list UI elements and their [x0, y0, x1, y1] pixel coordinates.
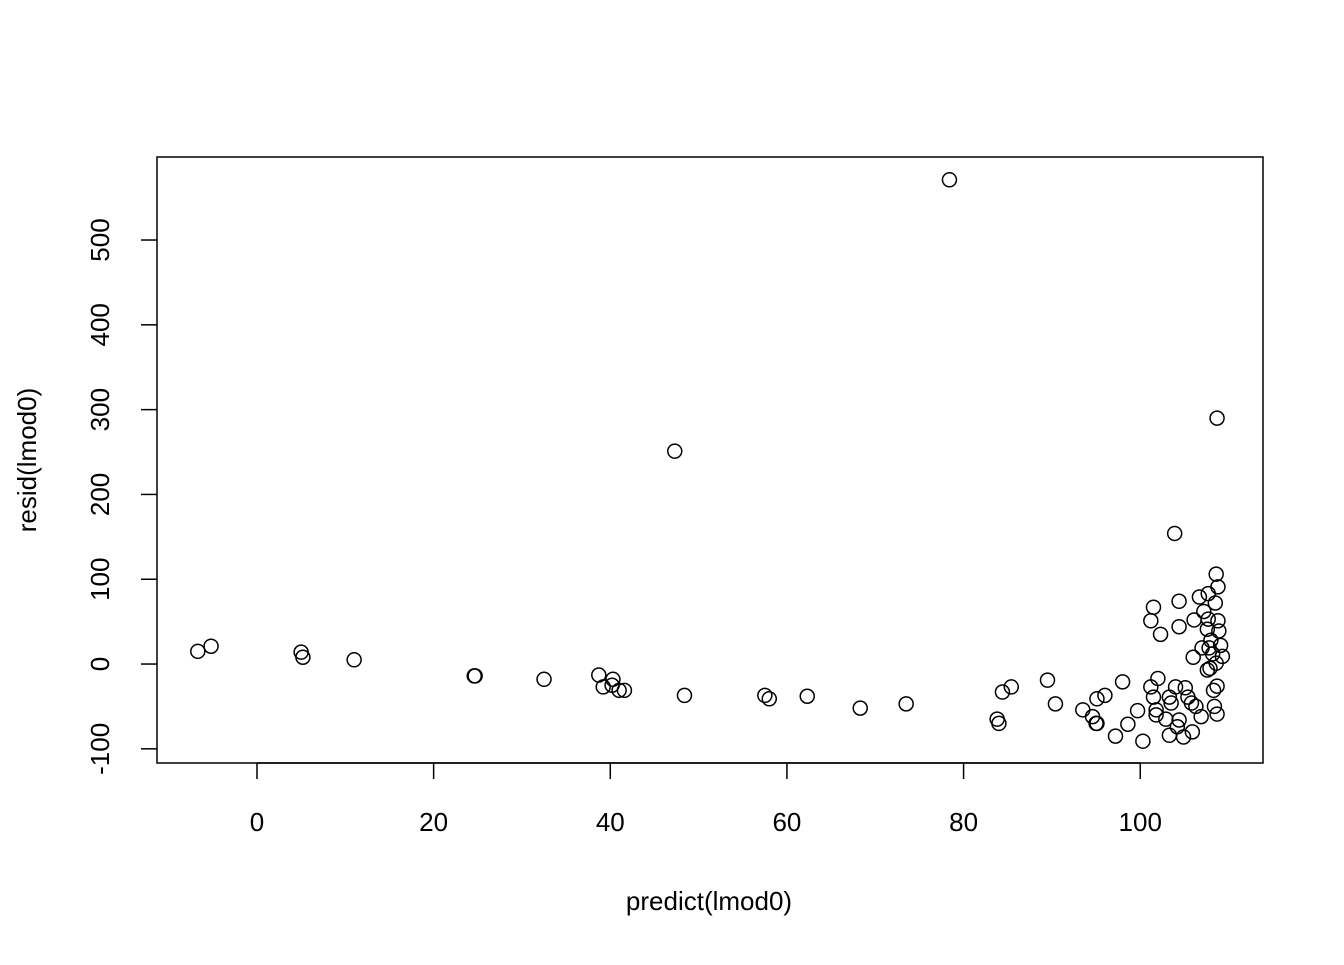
point — [1120, 716, 1136, 732]
point — [1175, 729, 1192, 745]
point — [1206, 698, 1223, 715]
point — [1186, 612, 1202, 628]
point — [1135, 733, 1151, 749]
point — [761, 691, 778, 707]
point — [1200, 611, 1216, 627]
x-tick-label: 100 — [1119, 807, 1162, 837]
point — [616, 682, 633, 699]
point — [1171, 618, 1187, 635]
point — [1210, 613, 1226, 629]
point — [991, 715, 1007, 732]
x-axis-label: predict(lmod0) — [626, 886, 792, 916]
point — [1196, 603, 1212, 620]
y-tick-label: 300 — [85, 388, 115, 431]
point — [994, 684, 1011, 700]
point — [1171, 712, 1187, 728]
point — [190, 643, 206, 660]
point — [1047, 696, 1064, 712]
x-tick-label: 80 — [949, 807, 978, 837]
point — [1075, 702, 1091, 718]
x-tick-label: 40 — [596, 807, 625, 837]
point — [1089, 691, 1105, 707]
plot-frame — [156, 156, 1264, 764]
y-axis-label: resid(lmod0) — [12, 388, 42, 533]
point — [1089, 715, 1105, 732]
point — [1177, 680, 1194, 696]
point — [1163, 695, 1179, 711]
point — [595, 679, 611, 695]
y-tick-label: 500 — [85, 218, 115, 261]
point — [1185, 649, 1201, 666]
y-tick-label: 200 — [85, 473, 115, 516]
point — [1183, 695, 1200, 711]
point — [1205, 682, 1222, 699]
y-tick-label: 400 — [85, 303, 115, 346]
point — [1208, 566, 1224, 582]
point — [757, 687, 773, 704]
point — [1145, 689, 1162, 705]
point — [676, 687, 693, 704]
point — [1214, 648, 1231, 665]
point — [1114, 674, 1131, 690]
y-tick-label: -100 — [85, 723, 115, 775]
point — [1171, 593, 1187, 610]
point — [1199, 621, 1216, 638]
point — [1143, 679, 1159, 695]
point — [536, 671, 552, 688]
point — [852, 700, 868, 716]
point — [1167, 679, 1184, 695]
point — [1188, 698, 1204, 715]
point — [898, 696, 914, 712]
point — [611, 682, 627, 699]
point — [1193, 708, 1209, 725]
point — [1145, 599, 1162, 615]
point — [1184, 724, 1201, 740]
point — [941, 172, 958, 188]
point — [1166, 525, 1183, 542]
point — [1209, 706, 1225, 722]
point — [1207, 595, 1224, 611]
point — [1150, 670, 1166, 687]
point — [1107, 728, 1124, 744]
point — [1152, 626, 1169, 643]
point — [1191, 589, 1208, 605]
point — [1212, 637, 1229, 654]
point — [1200, 585, 1216, 602]
point — [1210, 579, 1226, 595]
point — [1209, 678, 1225, 694]
point — [346, 652, 362, 668]
point — [799, 688, 815, 705]
point — [467, 668, 483, 684]
point — [1143, 613, 1159, 629]
point — [1097, 687, 1113, 704]
point — [667, 443, 683, 459]
point — [1039, 672, 1056, 688]
y-tick-label: 0 — [85, 657, 115, 671]
point — [1209, 410, 1225, 426]
point — [203, 638, 219, 654]
point — [1003, 679, 1020, 695]
point — [295, 649, 311, 666]
point — [1148, 707, 1164, 723]
point — [1204, 646, 1221, 662]
x-tick-label: 0 — [250, 807, 264, 837]
point — [1129, 702, 1146, 719]
point — [1148, 702, 1164, 718]
point — [1161, 727, 1178, 744]
x-tick-label: 20 — [419, 807, 448, 837]
x-tick-label: 60 — [772, 807, 801, 837]
y-tick-label: 100 — [85, 558, 115, 601]
